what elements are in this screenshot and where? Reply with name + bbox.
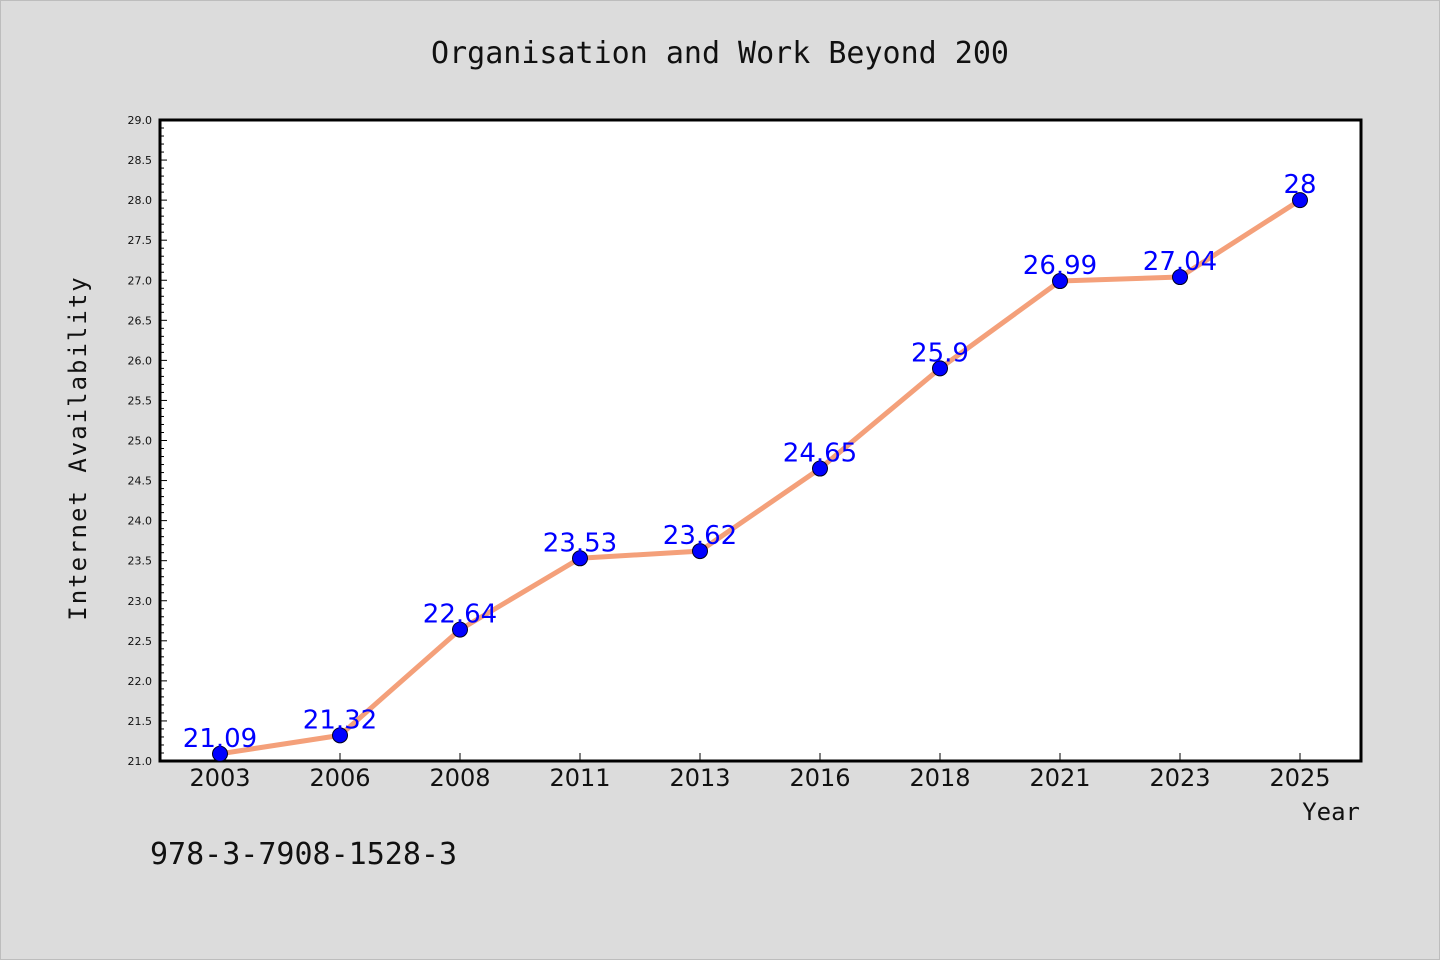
y-tick-label: 29.0 (128, 114, 153, 127)
x-tick-label: 2008 (429, 764, 490, 792)
isbn-text: 978-3-7908-1528-3 (150, 837, 457, 872)
series-line (219, 198, 1302, 757)
data-point (812, 460, 828, 477)
data-point (212, 745, 228, 762)
data-point (332, 727, 348, 744)
y-tick-label: 22.5 (128, 635, 153, 648)
data-point (1172, 269, 1188, 286)
y-tick-label: 28.0 (128, 194, 153, 207)
x-tick-label: 2006 (309, 764, 370, 792)
data-label: 27.04 (1143, 247, 1217, 277)
y-tick-label: 28.5 (128, 154, 153, 167)
x-tick-label: 2013 (669, 764, 730, 792)
x-tick-label: 2016 (789, 764, 850, 792)
data-point (1052, 273, 1068, 290)
data-label: 28 (1283, 170, 1316, 200)
x-axis: 2003 2006 2008 2011 2013 2016 2018 2021 2023 2025 (189, 753, 1331, 792)
data-label: 21.32 (303, 705, 377, 735)
series-group: 21.09 21.32 22.64 23.53 23.62 24.65 25.9 26.99 2… (183, 170, 1317, 762)
x-tick-label: 2003 (189, 764, 250, 792)
chart-title: Organisation and Work Beyond 200 (431, 36, 1009, 71)
y-tick-label: 22.0 (128, 675, 153, 688)
data-point (452, 621, 468, 638)
data-point (572, 550, 588, 567)
y-tick-label: 24.0 (128, 515, 153, 528)
x-tick-label: 2018 (909, 764, 970, 792)
y-axis-label: Internet Availability (64, 275, 92, 620)
data-label: 26.99 (1023, 251, 1097, 281)
y-tick-label: 23.0 (128, 595, 153, 608)
y-axis: 21.0 21.5 22.0 22.5 23.0 23.5 24.0 24.5 25.0 25.5… (128, 114, 167, 768)
data-label: 21.09 (183, 724, 257, 754)
y-tick-label: 25.0 (128, 435, 153, 448)
x-tick-label: 2025 (1269, 764, 1330, 792)
data-label: 23.53 (543, 528, 617, 558)
data-label: 24.65 (783, 439, 857, 469)
y-tick-label: 26.0 (128, 354, 153, 367)
y-tick-label: 25.5 (128, 394, 153, 407)
y-tick-label: 23.5 (128, 555, 153, 568)
y-tick-label: 21.0 (128, 755, 153, 768)
x-tick-label: 2021 (1029, 764, 1090, 792)
x-tick-label: 2023 (1149, 764, 1210, 792)
x-axis-label: Year (1302, 798, 1360, 826)
y-tick-label: 21.5 (128, 715, 153, 728)
plot-area (158, 118, 1363, 763)
y-tick-label: 26.5 (128, 314, 153, 327)
data-point (932, 360, 948, 377)
y-tick-label: 24.5 (128, 475, 153, 488)
data-point (1292, 192, 1308, 209)
y-tick-label: 27.0 (128, 274, 153, 287)
x-tick-label: 2011 (549, 764, 610, 792)
y-tick-label: 27.5 (128, 234, 153, 247)
data-label: 22.64 (423, 600, 497, 630)
data-label: 23.62 (663, 521, 737, 551)
data-point (692, 543, 708, 560)
data-label: 25.9 (911, 338, 969, 368)
